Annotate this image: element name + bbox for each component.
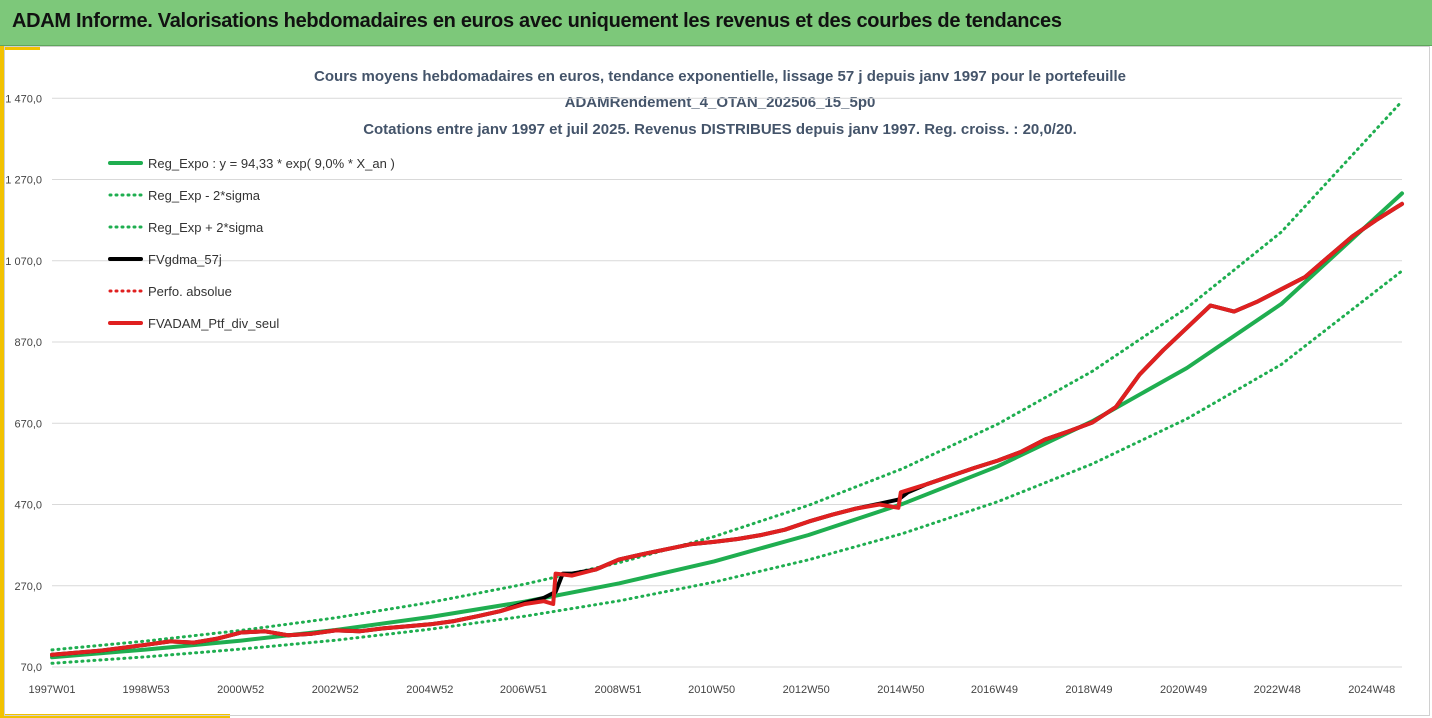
x-tick-label: 1997W01: [28, 684, 75, 696]
x-tick-label: 2006W51: [500, 684, 547, 696]
y-tick-label: 670,0: [14, 418, 42, 430]
x-tick-label: 1998W53: [123, 684, 170, 696]
chart-title-line-1: Cours moyens hebdomadaires en euros, ten…: [314, 68, 1126, 85]
y-tick-label: 1 270,0: [5, 175, 42, 187]
y-tick-label: 270,0: [14, 581, 42, 593]
series-line-2: [50, 99, 1404, 652]
x-tick-label: 2016W49: [971, 684, 1018, 696]
x-tick-label: 2010W50: [688, 684, 735, 696]
series-line-4: [50, 202, 1404, 657]
chart-frame: [4, 46, 1430, 716]
grid: [52, 97, 1402, 668]
y-tick-label: 1 470,0: [5, 93, 42, 105]
y-tick-label: 870,0: [14, 337, 42, 349]
x-tick-label: 2004W52: [406, 684, 453, 696]
chart-title-line-2: ADAMRendement_4_OTAN_202506_15_5p0: [565, 94, 876, 111]
legend-label-2: Reg_Exp + 2*sigma: [148, 220, 264, 235]
legend-label-5: FVADAM_Ptf_div_seul: [148, 316, 279, 331]
x-tick-label: 2020W49: [1160, 684, 1207, 696]
series-line-0: [50, 191, 1404, 660]
y-tick-label: 470,0: [14, 500, 42, 512]
series-layer: [50, 99, 1404, 665]
legend: Reg_Expo : y = 94,33 * exp( 9,0% * X_an …: [108, 156, 395, 331]
legend-label-3: FVgdma_57j: [148, 252, 222, 267]
x-tick-label: 2022W48: [1254, 684, 1301, 696]
x-tick-label: 2012W50: [783, 684, 830, 696]
accent-bar-top: [0, 46, 40, 50]
series-line-3: [50, 201, 1404, 657]
x-axis: 1997W01 1998W53 2000W52 2002W52 2004W52 2006W…: [28, 684, 1395, 696]
legend-label-1: Reg_Exp - 2*sigma: [148, 188, 261, 203]
x-tick-label: 2018W49: [1065, 684, 1112, 696]
accent-bar-left: [0, 46, 4, 718]
x-tick-label: 2014W50: [877, 684, 924, 696]
y-tick-label: 1 070,0: [5, 256, 42, 268]
chart-title-line-3: Cotations entre janv 1997 et juil 2025. …: [363, 121, 1077, 138]
x-tick-label: 2002W52: [312, 684, 359, 696]
y-axis: 70,0 270,0 470,0 670,0 870,0 1 070,0 1 270,0 1 …: [5, 93, 42, 674]
y-tick-label: 70,0: [21, 662, 42, 674]
x-tick-label: 2000W52: [217, 684, 264, 696]
legend-label-0: Reg_Expo : y = 94,33 * exp( 9,0% * X_an …: [148, 156, 395, 171]
x-tick-label: 2008W51: [594, 684, 641, 696]
page-title: ADAM Informe. Valorisations hebdomadaire…: [12, 10, 1062, 32]
x-tick-label: 2024W48: [1348, 684, 1395, 696]
legend-label-4: Perfo. absolue: [148, 284, 232, 299]
header-banner: ADAM Informe. Valorisations hebdomadaire…: [0, 0, 1432, 46]
accent-bar-bottom: [0, 714, 230, 718]
series-line-5: [50, 201, 1404, 657]
series-line-1: [50, 269, 1404, 665]
